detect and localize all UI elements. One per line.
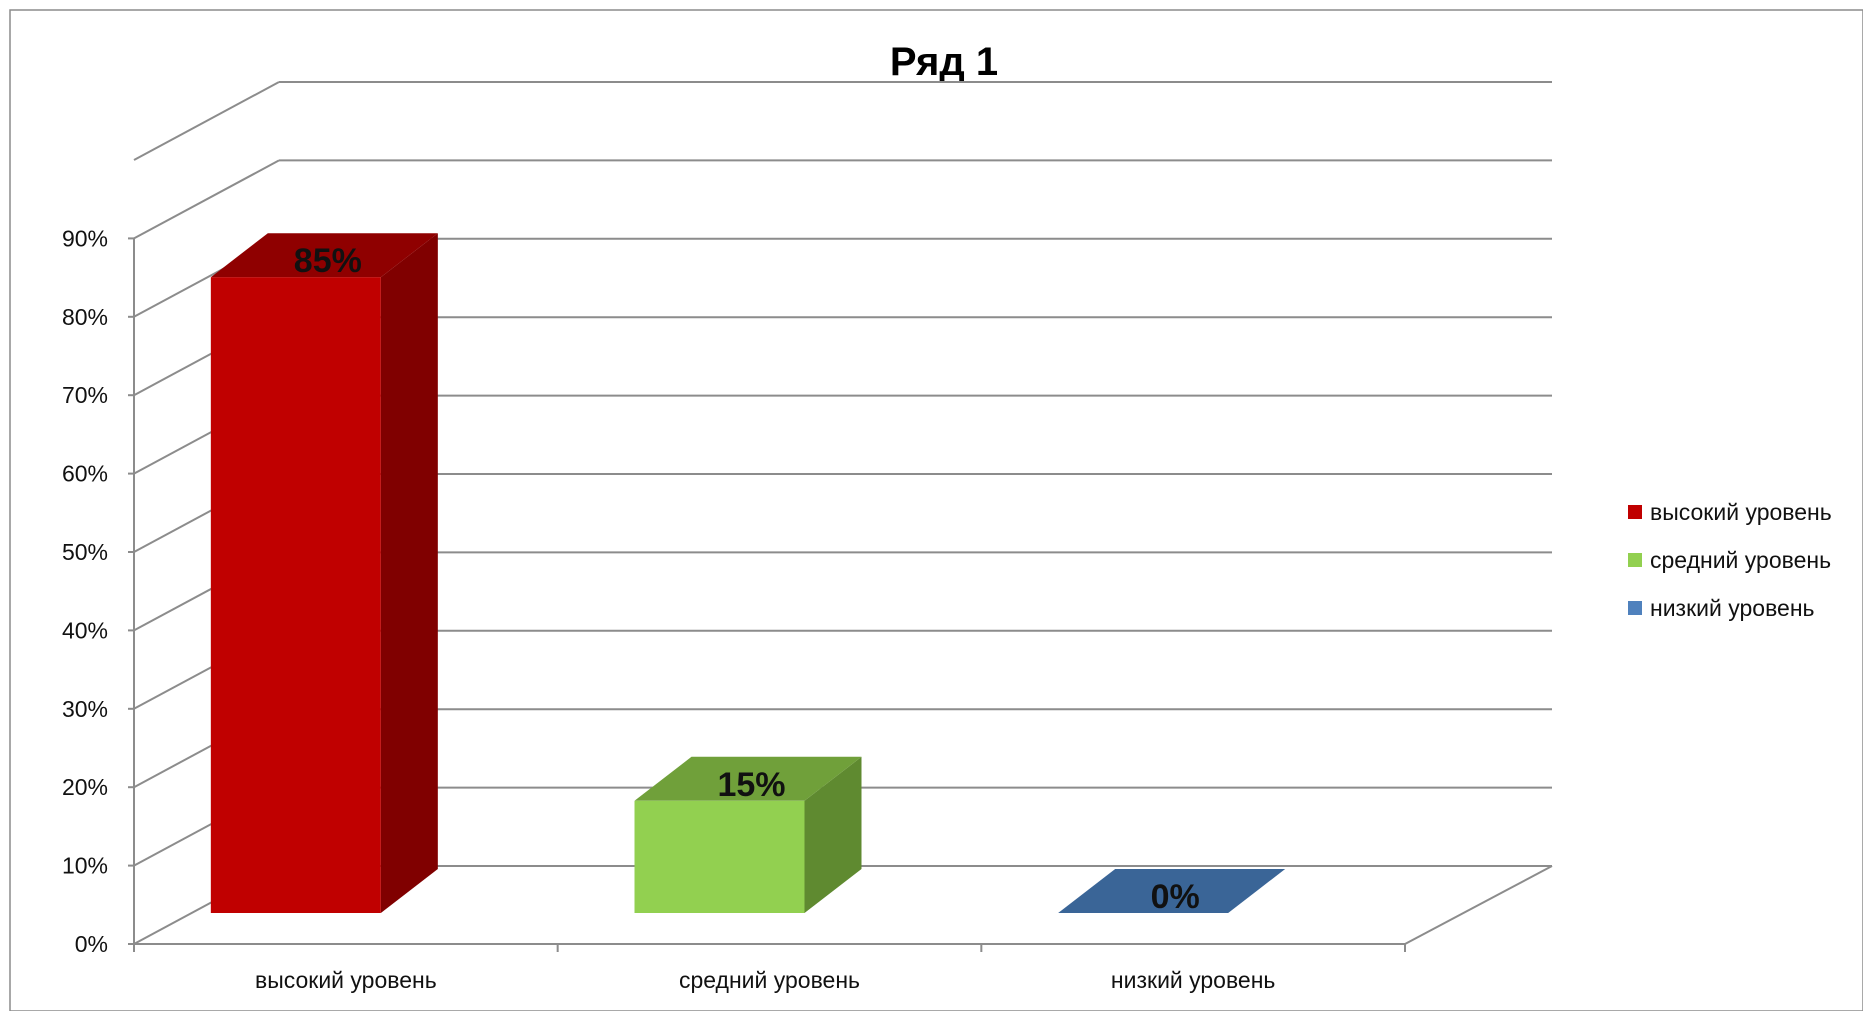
legend-label-low: низкий уровень <box>1650 594 1815 621</box>
bar-top <box>634 756 862 801</box>
y-tick-label: 70% <box>62 382 108 408</box>
data-label: 0% <box>1151 878 1200 916</box>
bar-side <box>804 756 862 913</box>
legend-item-low: низкий уровень <box>1628 584 1858 632</box>
chart-legend: высокий уровень средний уровень низкий у… <box>1628 488 1858 632</box>
y-tick-label: 30% <box>62 696 108 722</box>
legend-label-high: высокий уровень <box>1650 498 1832 525</box>
legend-item-high: высокий уровень <box>1628 488 1858 536</box>
data-label: 15% <box>717 766 785 804</box>
legend-swatch-high <box>1628 505 1642 519</box>
floor-edge <box>1404 865 1553 945</box>
bar-top <box>1058 869 1286 913</box>
y-tick-label: 20% <box>62 774 108 800</box>
legend-item-medium: средний уровень <box>1628 536 1858 584</box>
x-tick-label: высокий уровень <box>255 967 437 993</box>
y-tick-label: 0% <box>75 931 108 957</box>
chart-title: Ряд 1 <box>890 40 998 84</box>
bar-2 <box>634 756 862 913</box>
legend-swatch-medium <box>1628 553 1642 567</box>
legend-label-medium: средний уровень <box>1650 546 1832 573</box>
bar-1 <box>210 233 438 913</box>
y-tick-label: 10% <box>62 853 108 879</box>
y-tick-label: 50% <box>62 539 108 565</box>
x-tick-label: средний уровень <box>679 967 860 993</box>
bar-side <box>380 233 438 913</box>
bar-front <box>634 800 805 913</box>
data-label: 85% <box>294 242 362 280</box>
x-tick-label: низкий уровень <box>1111 967 1276 993</box>
bar-front <box>210 277 381 913</box>
grid-diagonal <box>133 159 280 240</box>
y-tick-label: 80% <box>62 304 108 330</box>
legend-swatch-low <box>1628 601 1642 615</box>
grid-diagonal <box>133 81 280 161</box>
y-tick-label: 60% <box>62 461 108 487</box>
bar-top <box>210 233 438 278</box>
y-tick-label: 40% <box>62 617 108 643</box>
bar-3 <box>1058 869 1286 913</box>
y-tick-label: 90% <box>62 225 108 251</box>
